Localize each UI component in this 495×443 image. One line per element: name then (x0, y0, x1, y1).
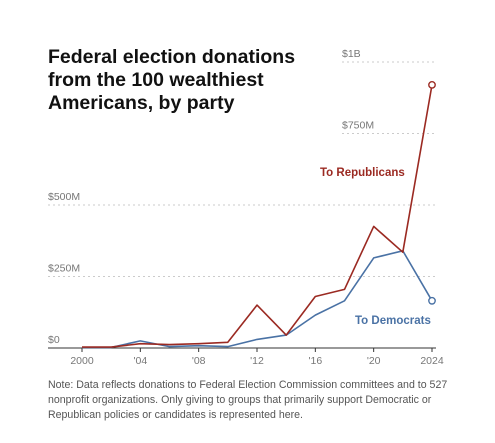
democrats-end-point (428, 296, 436, 305)
x-tick-label: '08 (192, 355, 206, 367)
y-tick-label: $250M (48, 263, 80, 275)
series-labels: To Republicans To Democrats (320, 167, 431, 327)
x-tick-label: '16 (308, 355, 322, 367)
x-axis: 2000 '04 '08 '12 '16 '20 2024 (70, 348, 444, 367)
chart-title: Federal election donations from the 100 … (48, 46, 296, 114)
x-tick-label: 2024 (420, 355, 444, 367)
gridlines: $0 $250M $500M $750M $1B (48, 48, 436, 349)
x-tick-label: '20 (367, 355, 381, 367)
republicans-line (82, 84, 433, 348)
x-tick-label: 2000 (70, 355, 94, 367)
chart-note: Note: Data reflects donations to Federal… (48, 379, 448, 421)
y-tick-label: $750M (342, 120, 374, 132)
y-tick-label: $1B (342, 48, 361, 60)
republicans-end-point (428, 80, 436, 89)
y-tick-label: $500M (48, 191, 80, 203)
democrats-line (82, 250, 433, 349)
series-lines (82, 80, 436, 349)
democrats-label: To Democrats (355, 315, 431, 327)
x-tick-label: '12 (250, 355, 264, 367)
republicans-label: To Republicans (320, 167, 405, 179)
y-tick-label: $0 (48, 334, 60, 346)
x-tick-label: '04 (133, 355, 147, 367)
